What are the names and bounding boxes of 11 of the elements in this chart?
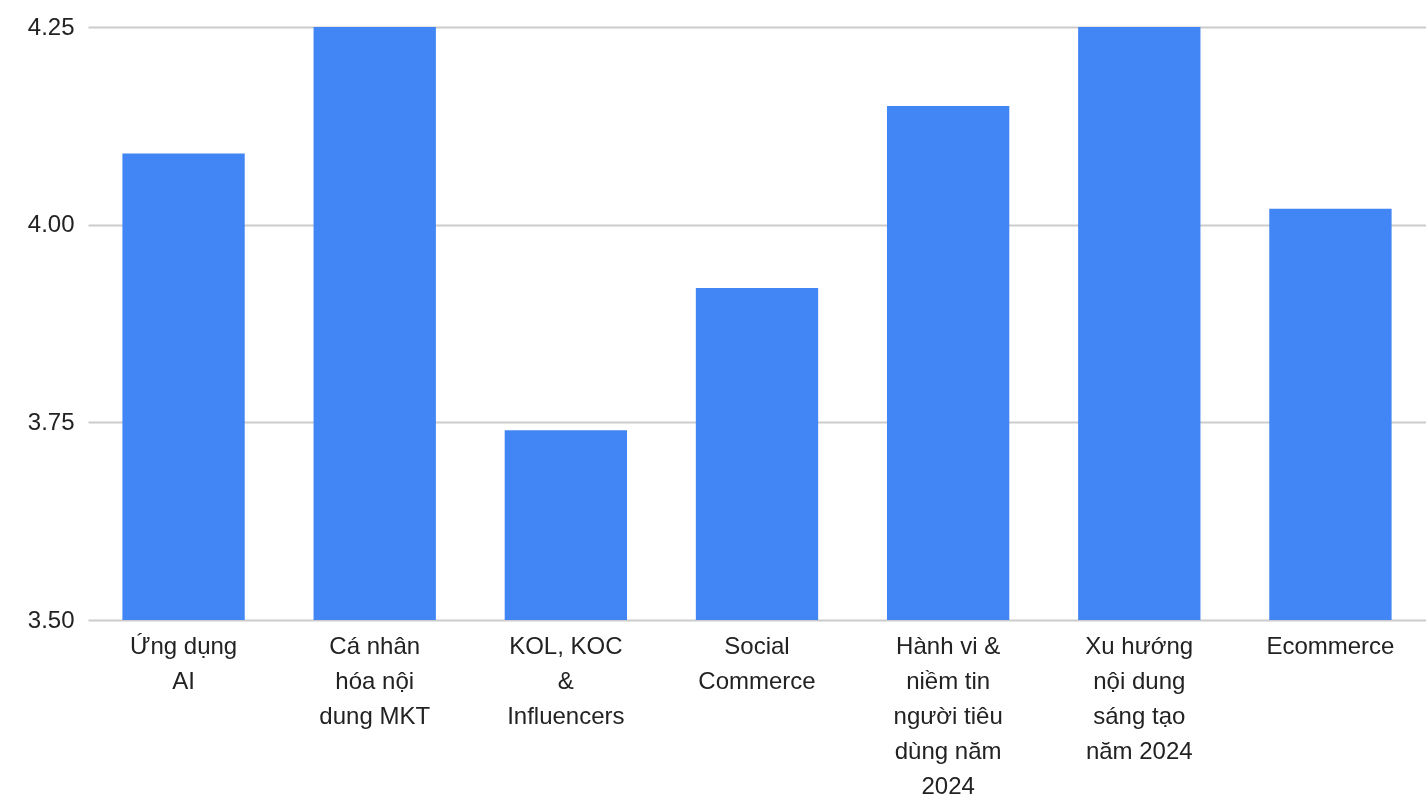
x-tick-label: Social Commerce: [698, 631, 816, 694]
x-tick-label: KOL, KOC & Influencers: [507, 631, 625, 729]
x-tick-label: Xu hướng nội dung sáng tạo năm 2024: [1085, 631, 1194, 764]
x-tick-label: Cá nhân hóa nội dung MKT: [319, 631, 431, 729]
y-tick-label: 3.75: [27, 407, 75, 435]
x-tick-label: Ecommerce: [1266, 631, 1395, 659]
y-tick-label: 4.00: [27, 210, 75, 238]
x-tick-label: Ứng dụng AI: [129, 631, 238, 694]
y-tick-label: 4.25: [27, 12, 75, 40]
y-tick-label: 3.50: [27, 605, 75, 633]
x-tick-label: Hành vi & niềm tin người tiêu dùng năm 2024: [893, 631, 1003, 799]
